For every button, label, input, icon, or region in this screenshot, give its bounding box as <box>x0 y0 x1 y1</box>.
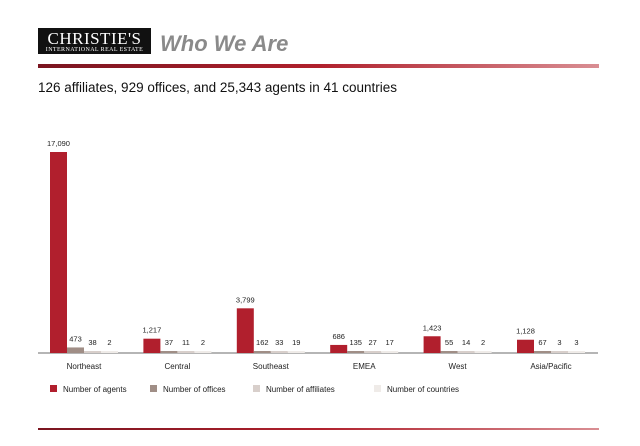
data-label: 3 <box>574 338 578 347</box>
bar-countries <box>287 351 305 353</box>
data-label: 14 <box>462 338 470 347</box>
data-label: 686 <box>332 332 345 341</box>
bar-offices <box>160 351 178 353</box>
bar-agents <box>236 308 254 353</box>
data-label: 2 <box>481 338 485 347</box>
data-label: 17,090 <box>47 139 70 148</box>
bar-affiliates <box>457 351 475 353</box>
legend-label: Number of agents <box>63 385 127 394</box>
bar-offices <box>534 351 551 353</box>
bar-agents <box>50 152 67 353</box>
page-subtitle: 126 affiliates, 929 offices, and 25,343 … <box>38 80 398 95</box>
data-label: 11 <box>182 338 190 347</box>
data-label: 19 <box>292 338 300 347</box>
legend-swatch-agents <box>50 385 57 392</box>
bar-offices <box>440 351 458 353</box>
bar-countries <box>194 351 212 353</box>
bar-agents <box>517 339 534 353</box>
bar-countries <box>101 351 118 353</box>
data-label: 3 <box>557 338 561 347</box>
category-label: EMEA <box>353 362 376 371</box>
bar-offices <box>253 351 271 353</box>
bar-affiliates <box>270 351 288 353</box>
bar-agents <box>143 338 161 353</box>
data-label: 1,423 <box>423 323 442 332</box>
bar-affiliates <box>551 351 568 353</box>
legend-swatch-affiliates <box>253 385 260 392</box>
page-title: Who We Are <box>160 31 289 56</box>
data-label: 3,799 <box>236 295 255 304</box>
data-label: 67 <box>538 338 546 347</box>
legend-label: Number of affiliates <box>266 385 335 394</box>
data-label: 2 <box>201 338 205 347</box>
data-label: 27 <box>369 338 377 347</box>
legend-swatch-offices <box>150 385 157 392</box>
bar-offices <box>347 351 365 353</box>
header-divider <box>38 64 599 68</box>
data-label: 162 <box>256 338 269 347</box>
bar-affiliates <box>364 351 382 353</box>
category-label: West <box>449 362 468 371</box>
bar-affiliates <box>84 351 101 353</box>
data-label: 37 <box>165 338 173 347</box>
data-label: 17 <box>386 338 394 347</box>
legend-swatch-countries <box>374 385 381 392</box>
bar-agents <box>330 344 348 353</box>
data-label: 473 <box>69 334 82 343</box>
category-label: Asia/Pacific <box>530 362 571 371</box>
category-label: Southeast <box>253 362 290 371</box>
logo-wordmark: CHRISTIE'S <box>47 29 142 48</box>
data-label: 2 <box>107 338 111 347</box>
category-label: Central <box>165 362 191 371</box>
bar-countries <box>568 351 585 353</box>
data-label: 55 <box>445 338 453 347</box>
data-label: 135 <box>349 338 362 347</box>
data-label: 38 <box>88 338 96 347</box>
category-label: Northeast <box>67 362 102 371</box>
bar-agents <box>423 336 441 353</box>
legend-label: Number of countries <box>387 385 459 394</box>
data-label: 33 <box>275 338 283 347</box>
footer-divider <box>38 428 599 430</box>
bar-countries <box>474 351 492 353</box>
christies-logo: CHRISTIE'S INTERNATIONAL REAL ESTATE <box>38 28 151 54</box>
bar-countries <box>381 351 399 353</box>
data-label: 1,217 <box>143 326 162 335</box>
bar-offices <box>67 347 84 353</box>
logo-tagline: INTERNATIONAL REAL ESTATE <box>45 47 144 53</box>
data-label: 1,128 <box>516 327 535 336</box>
legend-label: Number of offices <box>163 385 226 394</box>
bar-affiliates <box>177 351 195 353</box>
